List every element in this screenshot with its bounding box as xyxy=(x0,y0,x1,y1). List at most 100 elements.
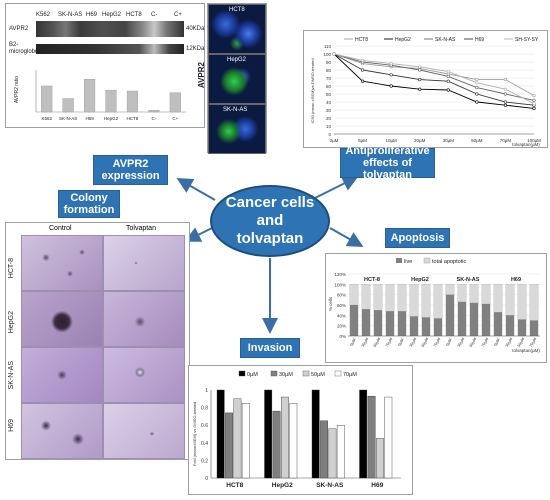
prolif-xtick: 10µM xyxy=(385,138,397,143)
prolif-xtick: 5µM xyxy=(358,138,367,143)
prolif-ytick: 30 xyxy=(326,108,332,113)
colony-cell xyxy=(103,291,185,347)
apop-ytick: 120% xyxy=(334,272,346,277)
inv-legend-swatch xyxy=(302,370,310,377)
micro-side-label: AVPR2 xyxy=(197,62,206,89)
inv-ylabel: Fold (mean±SEM) vs DMSO-treated xyxy=(192,402,197,466)
apop-bar-apoptotic xyxy=(469,284,479,304)
inv-bar xyxy=(311,389,320,479)
colony-cell xyxy=(21,235,103,291)
prolif-xtick: 20µM xyxy=(414,138,426,143)
prolif-point xyxy=(475,77,479,82)
blot-kda2: 12KDa xyxy=(186,46,205,52)
prolif-point xyxy=(503,87,508,91)
prolif-ytick: 110 xyxy=(324,44,332,49)
apop-group-title: HCT-8 xyxy=(364,277,380,283)
blot-bar-label: SK-N-AS xyxy=(59,116,77,121)
prolif-point xyxy=(503,100,508,104)
prolif-legend-label: HepG2 xyxy=(395,37,411,43)
inv-group-label: SK-N-AS xyxy=(316,482,344,489)
apop-xtick: 70µM xyxy=(432,337,441,348)
apop-ytick: 40% xyxy=(337,313,346,318)
avpr2-blot-panel: K562 SK-N-AS H69 HepG2 HCT8 C- C+ AVPR2 … xyxy=(5,3,205,128)
apop-bar-apoptotic xyxy=(409,284,419,317)
inv-ytick: 0.4 xyxy=(201,441,208,447)
prolif-point xyxy=(418,68,422,72)
blot-ratio-chart: K562 SK-N-AS H69 HepG2 HCT8 C- C+ xyxy=(35,70,186,121)
apop-xtick: 50µM xyxy=(372,337,381,348)
apop-bar-apoptotic xyxy=(481,284,491,305)
apop-bar-live xyxy=(493,312,503,336)
apop-xtick: 0µM xyxy=(493,338,501,347)
apop-bar-apoptotic xyxy=(529,284,539,321)
apop-bar-live xyxy=(529,320,539,336)
colony-row-label: SK-N-AS xyxy=(8,361,15,390)
apop-legend-apop: total apoptotic xyxy=(432,259,466,265)
apop-xtick: 70µM xyxy=(528,337,537,348)
apoptosis-panel: live total apoptotic 120% 100% 80% 60% 40% 20% 0… xyxy=(325,253,547,363)
blot-bar-label: C- xyxy=(151,116,156,121)
blot-bar-label: K562 xyxy=(41,116,52,121)
apop-bar-apoptotic xyxy=(493,284,503,313)
inv-legend-label: 30µM xyxy=(279,372,293,378)
lane-label: K562 xyxy=(36,12,51,18)
prolif-point xyxy=(503,103,508,107)
prolif-ytick: 100 xyxy=(323,52,331,57)
avpr2-label: AVPR2 expression xyxy=(93,155,168,185)
prolif-point xyxy=(360,58,365,63)
colony-cell xyxy=(21,291,103,347)
apop-xtick: 30µM xyxy=(456,337,465,348)
prolif-ytick: 40 xyxy=(326,100,332,105)
micro-hct8: HCT8 xyxy=(208,4,266,54)
prolif-point xyxy=(475,81,479,85)
invasion-label-text: Invasion xyxy=(247,342,293,354)
colony-cell xyxy=(21,403,103,459)
prolif-point xyxy=(446,69,450,74)
prolif-ylabel: IC50 (mean ±SEM)vs DMSO-treated xyxy=(310,58,315,123)
apop-ytick: 100% xyxy=(334,282,346,287)
prolif-legend-label: HCT8 xyxy=(355,37,368,43)
prolif-series-line xyxy=(333,53,535,101)
blot-kda1: 40KDa xyxy=(186,26,205,32)
blot-bar xyxy=(148,110,160,113)
inv-bar xyxy=(272,410,281,479)
inv-group-label: HepG2 xyxy=(272,482,293,489)
micro-title: HCT8 xyxy=(229,7,245,13)
inv-bar xyxy=(289,403,298,479)
inv-bar xyxy=(384,396,393,479)
colony-label: Colony formation xyxy=(58,190,120,218)
apop-bar-apoptotic xyxy=(505,284,515,316)
blot-lane-labels: K562 SK-N-AS H69 HepG2 HCT8 C- C+ xyxy=(36,12,196,22)
apop-bar-live xyxy=(433,318,443,336)
lane-label: C- xyxy=(151,12,158,18)
blot-bar-label: H69 xyxy=(85,116,94,121)
prolif-series-line xyxy=(333,53,535,105)
inv-ytick: 0.2 xyxy=(201,458,208,464)
prolif-point xyxy=(360,68,365,72)
prolif-point xyxy=(532,98,536,102)
invasion-label: Invasion xyxy=(240,338,300,358)
center-text: Cancer cells and tolvaptan xyxy=(226,194,314,248)
inv-ytick: 0 xyxy=(205,476,208,482)
apop-bar-live xyxy=(469,302,479,336)
prolif-ytick: 50 xyxy=(326,92,332,97)
blot-row2-label: B2-microglobulin xyxy=(9,42,45,55)
apop-bar-apoptotic xyxy=(349,284,359,306)
micro-sknas: SK-N-AS xyxy=(208,104,266,154)
prolif-ytick: 20 xyxy=(326,116,332,121)
apop-xtick: 30µM xyxy=(504,337,513,348)
blot-bar-label: C+ xyxy=(172,116,178,121)
colony-label-text: Colony formation xyxy=(63,192,115,216)
prolif-point xyxy=(389,61,393,66)
prolif-point xyxy=(446,79,450,83)
colony-col-control: Control xyxy=(49,225,72,232)
inv-bar xyxy=(233,398,242,479)
apop-legend-live: live xyxy=(404,259,412,265)
prolif-series-line xyxy=(333,53,535,96)
apop-xtick: 30µM xyxy=(408,337,417,348)
inv-legend-swatch xyxy=(334,370,342,377)
apop-group-title: SK-N-AS xyxy=(457,277,480,283)
center-line: Cancer cells xyxy=(225,194,315,211)
arrow-to-apoptosis xyxy=(329,227,364,247)
blot-bar xyxy=(62,98,74,113)
